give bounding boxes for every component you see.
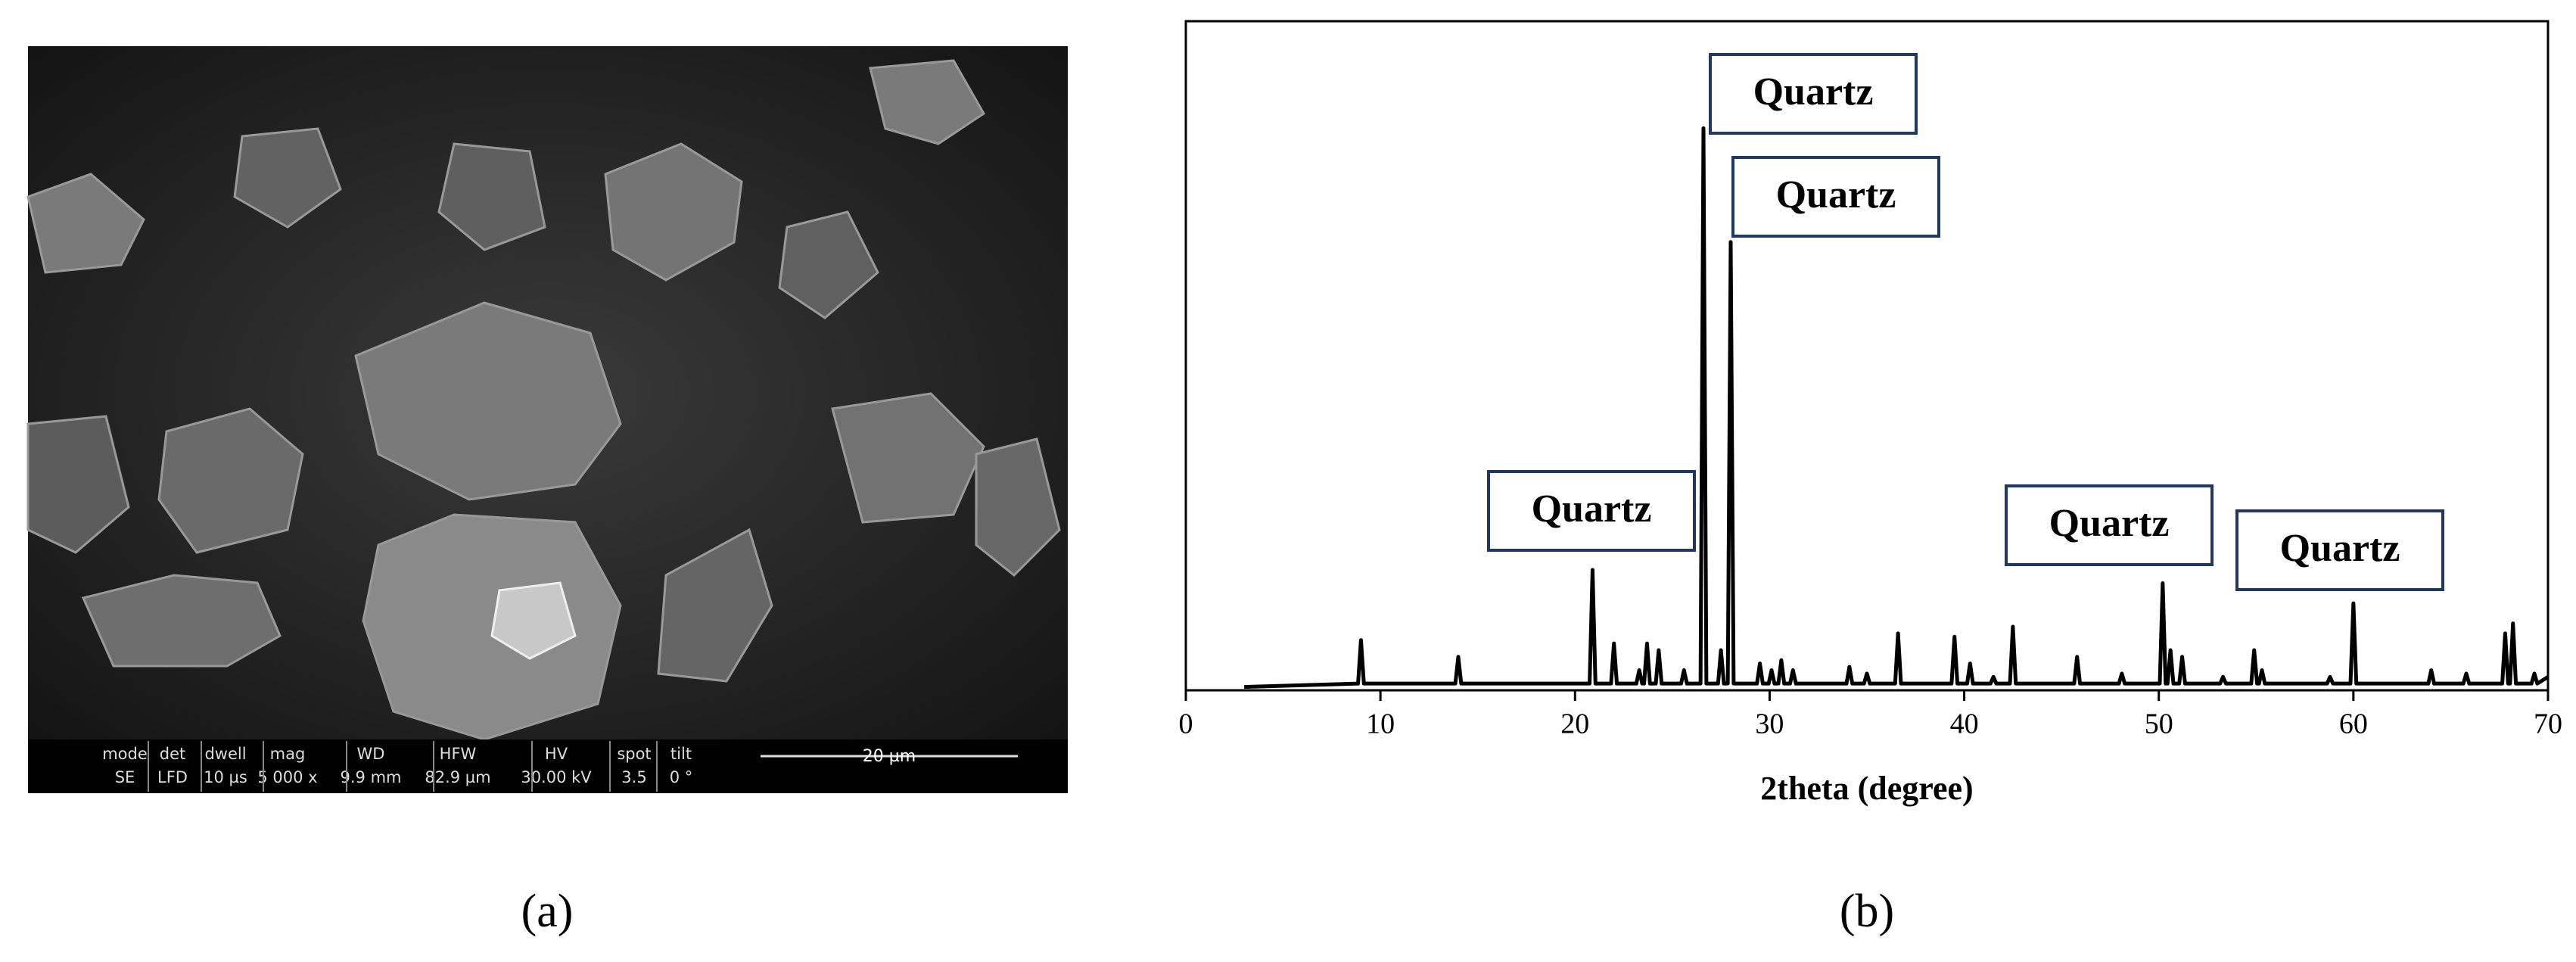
x-tick-label: 10 <box>1366 708 1395 740</box>
databar-header: HFW <box>440 745 477 763</box>
sem-image <box>26 46 1068 741</box>
databar-header: HV <box>545 745 568 763</box>
annotation-box <box>1487 470 1696 552</box>
xrd-line <box>1244 126 2550 690</box>
annotation: Quartz <box>1532 487 1652 531</box>
scale-bar-label: 20 µm <box>863 747 916 766</box>
annotation: Quartz <box>2049 502 2170 545</box>
databar-header: mode <box>102 745 148 763</box>
x-tick-label: 60 <box>2339 708 2368 740</box>
databar-header: WD <box>357 745 385 763</box>
annotation-box <box>1709 53 1918 135</box>
databar-value: 9.9 mm <box>341 768 402 786</box>
x-tick-label: 20 <box>1560 708 1589 740</box>
databar-header: mag <box>270 745 306 763</box>
databar-value: LFD <box>157 768 188 786</box>
x-tick-label: 70 <box>2534 708 2562 740</box>
databar-value: SE <box>115 768 135 786</box>
annotation-box <box>2235 509 2444 591</box>
databar-value: 0 ° <box>670 768 693 786</box>
x-tick-label: 50 <box>2145 708 2173 740</box>
databar-header: tilt <box>670 745 692 763</box>
databar-header: det <box>160 745 185 763</box>
databar-value: 3.5 <box>621 768 646 786</box>
annotation: Quartz <box>1753 70 1874 114</box>
databar-value: 5 000 x <box>257 768 317 786</box>
annotation-box <box>1731 156 1940 238</box>
x-tick-label: 0 <box>1179 708 1193 740</box>
x-tick-label: 30 <box>1755 708 1784 740</box>
annotation: Quartz <box>1776 173 1896 216</box>
panel-label: (b) <box>1840 886 1894 937</box>
databar-value: 10 µs <box>204 768 247 786</box>
databar-header: spot <box>617 745 651 763</box>
annotation: Quartz <box>2280 527 2400 570</box>
x-axis-label: 2theta (degree) <box>1760 770 1973 807</box>
panel-label: (a) <box>521 886 574 937</box>
databar-value: 82.9 µm <box>425 768 490 786</box>
databar-header: dwell <box>204 745 246 763</box>
annotation-box <box>2005 484 2214 566</box>
x-tick-label: 40 <box>1950 708 1979 740</box>
